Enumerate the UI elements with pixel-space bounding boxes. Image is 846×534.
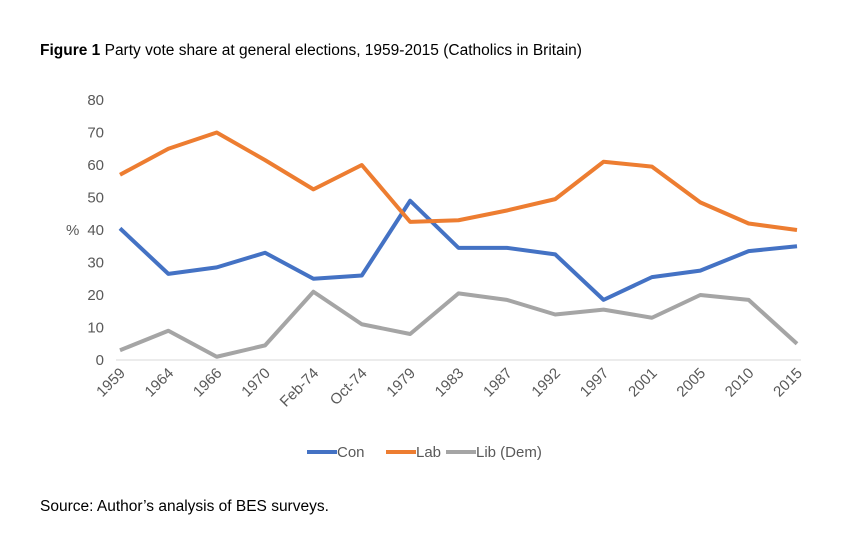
x-tick-label: Feb-74 — [277, 365, 323, 411]
x-tick-label: Oct-74 — [327, 365, 371, 409]
y-tick-label: 0 — [96, 352, 104, 369]
x-tick-label: 1997 — [577, 365, 613, 401]
y-tick-label: 70 — [87, 125, 104, 142]
x-tick-label: 1983 — [432, 365, 468, 401]
legend-label: Lab — [416, 444, 441, 461]
y-tick-label: 60 — [87, 157, 104, 174]
x-tick-label: 1959 — [93, 365, 129, 401]
y-tick-label: 80 — [87, 92, 104, 109]
x-tick-label: 2005 — [673, 365, 709, 401]
x-tick-label: 1966 — [190, 365, 226, 401]
figure-label: Figure 1 — [40, 42, 101, 59]
x-tick-label: 1992 — [528, 365, 564, 401]
chart-title: Figure 1 Party vote share at general ele… — [40, 42, 582, 60]
x-tick-label: 1964 — [142, 365, 178, 401]
y-axis-label: % — [66, 222, 79, 239]
title-text: Party vote share at general elections, 1… — [100, 42, 582, 59]
y-tick-label: 30 — [87, 255, 104, 272]
legend-label: Lib (Dem) — [476, 444, 542, 461]
y-tick-label: 20 — [87, 287, 104, 304]
x-tick-label: 2010 — [722, 365, 758, 401]
source-note: Source: Author’s analysis of BES surveys… — [40, 498, 329, 515]
x-tick-label: 1979 — [383, 365, 419, 401]
x-tick-label: 1970 — [238, 365, 274, 401]
series-line-lab — [119, 130, 798, 232]
y-tick-label: 50 — [87, 190, 104, 207]
series-line-lib-dem — [119, 289, 799, 359]
x-tick-label: 2015 — [770, 365, 806, 401]
y-tick-label: 40 — [87, 222, 104, 239]
series-line-con — [118, 198, 798, 302]
y-tick-label: 10 — [87, 320, 104, 337]
x-tick-label: 2001 — [625, 365, 661, 401]
x-tick-label: 1987 — [480, 365, 516, 401]
legend-label: Con — [337, 444, 365, 461]
